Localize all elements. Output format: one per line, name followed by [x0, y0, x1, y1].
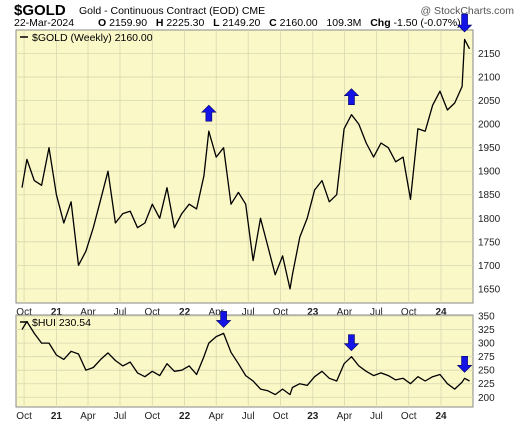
gold-x-tick-label: Apr [208, 307, 224, 318]
hui-x-tick-label: Oct [16, 411, 32, 422]
gold-y-tick-label: 2100 [478, 73, 501, 84]
quote-values: O 2159.90 H 2225.30 L 2149.20 C 2160.00 … [98, 17, 461, 29]
gold-y-tick-label: 1650 [478, 284, 501, 295]
gold-x-tick-label: Apr [80, 307, 96, 318]
gold-x-tick-label: Jul [242, 307, 255, 318]
gold-x-tick-label: Oct [145, 307, 161, 318]
gold-x-tick-label: Apr [337, 307, 353, 318]
hui-y-tick-label: 325 [478, 325, 495, 336]
gold-legend-label: $GOLD (Weekly) 2160.00 [32, 32, 153, 44]
high-label: H [155, 17, 164, 29]
close-label: C [269, 17, 277, 29]
open-value: 2159.90 [109, 17, 148, 29]
hui-x-tick-label: Oct [401, 411, 417, 422]
gold-x-tick-label: Jul [370, 307, 383, 318]
hui-x-tick-label: Jul [114, 411, 127, 422]
gold-y-tick-label: 2050 [478, 96, 501, 107]
gold-x-tick-label: 23 [307, 307, 319, 318]
hui-x-tick-label: 22 [179, 411, 191, 422]
hui-x-tick-label: 21 [51, 411, 63, 422]
contract-title: Gold - Continuous Contract (EOD) [79, 5, 239, 17]
low-value: 2149.20 [222, 17, 261, 29]
gold-x-tick-label: 21 [51, 307, 63, 318]
gold-arrow-marker [201, 104, 217, 122]
hui-arrow-marker [215, 311, 232, 328]
hui-plot-area [15, 314, 474, 408]
gold-price-line [21, 38, 471, 290]
gold-x-tick-label: 24 [435, 307, 447, 318]
hui-y-tick-label: 350 [478, 312, 495, 323]
gold-x-tick-label: Oct [401, 307, 417, 318]
contract-name: Gold - Continuous Contract (EOD) CME [79, 5, 265, 17]
hui-arrow-marker [343, 334, 360, 352]
chg-label: Chg [370, 17, 391, 29]
gold-y-tick-label: 2000 [478, 120, 501, 131]
source-credit: @ StockCharts.com [420, 5, 514, 17]
hui-x-tick-label: Oct [145, 411, 161, 422]
gold-y-tick-label: 1750 [478, 237, 501, 248]
chart-header: $GOLD Gold - Continuous Contract (EOD) C… [0, 0, 520, 32]
hui-price-line [21, 320, 470, 396]
gold-y-tick-label: 1800 [478, 214, 501, 225]
high-value: 2225.30 [166, 17, 205, 29]
low-label: L [213, 17, 220, 29]
hui-x-tick-label: 24 [435, 411, 447, 422]
hui-x-tick-label: Apr [80, 411, 96, 422]
volume-value: 109.3M [326, 17, 362, 29]
close-value: 2160.00 [279, 17, 318, 29]
gold-y-tick-label: 1850 [478, 190, 501, 201]
hui-y-tick-label: 200 [478, 393, 495, 404]
hui-x-tick-label: Apr [208, 411, 224, 422]
hui-x-tick-label: Oct [273, 411, 289, 422]
hui-y-tick-label: 300 [478, 339, 495, 350]
exchange: CME [241, 5, 266, 17]
gold-y-tick-label: 1700 [478, 261, 501, 272]
hui-legend-label: $HUI 230.54 [32, 317, 91, 329]
hui-x-tick-label: Jul [370, 411, 383, 422]
hui-y-tick-label: 225 [478, 379, 495, 390]
hui-arrow-marker [456, 356, 473, 373]
gold-arrow-marker [456, 13, 473, 33]
gold-y-tick-label: 2150 [478, 49, 501, 60]
hui-x-tick-label: Apr [337, 411, 353, 422]
gold-x-tick-label: 22 [179, 307, 191, 318]
quote-date: 22-Mar-2024 [14, 17, 75, 29]
hui-x-tick-label: 23 [307, 411, 319, 422]
gold-y-tick-label: 1900 [478, 167, 501, 178]
gold-y-tick-label: 1950 [478, 143, 501, 154]
gold-x-tick-label: Oct [273, 307, 289, 318]
gold-x-tick-label: Jul [114, 307, 127, 318]
chg-value: -1.50 (-0.07%) [393, 17, 461, 29]
open-label: O [98, 17, 107, 29]
gold-x-tick-label: Oct [16, 307, 32, 318]
symbol: $GOLD [14, 2, 66, 19]
hui-y-tick-label: 250 [478, 366, 495, 377]
gold-plot-area [15, 29, 474, 304]
hui-x-tick-label: Jul [242, 411, 255, 422]
hui-y-tick-label: 275 [478, 352, 495, 363]
gold-arrow-marker [343, 88, 360, 106]
